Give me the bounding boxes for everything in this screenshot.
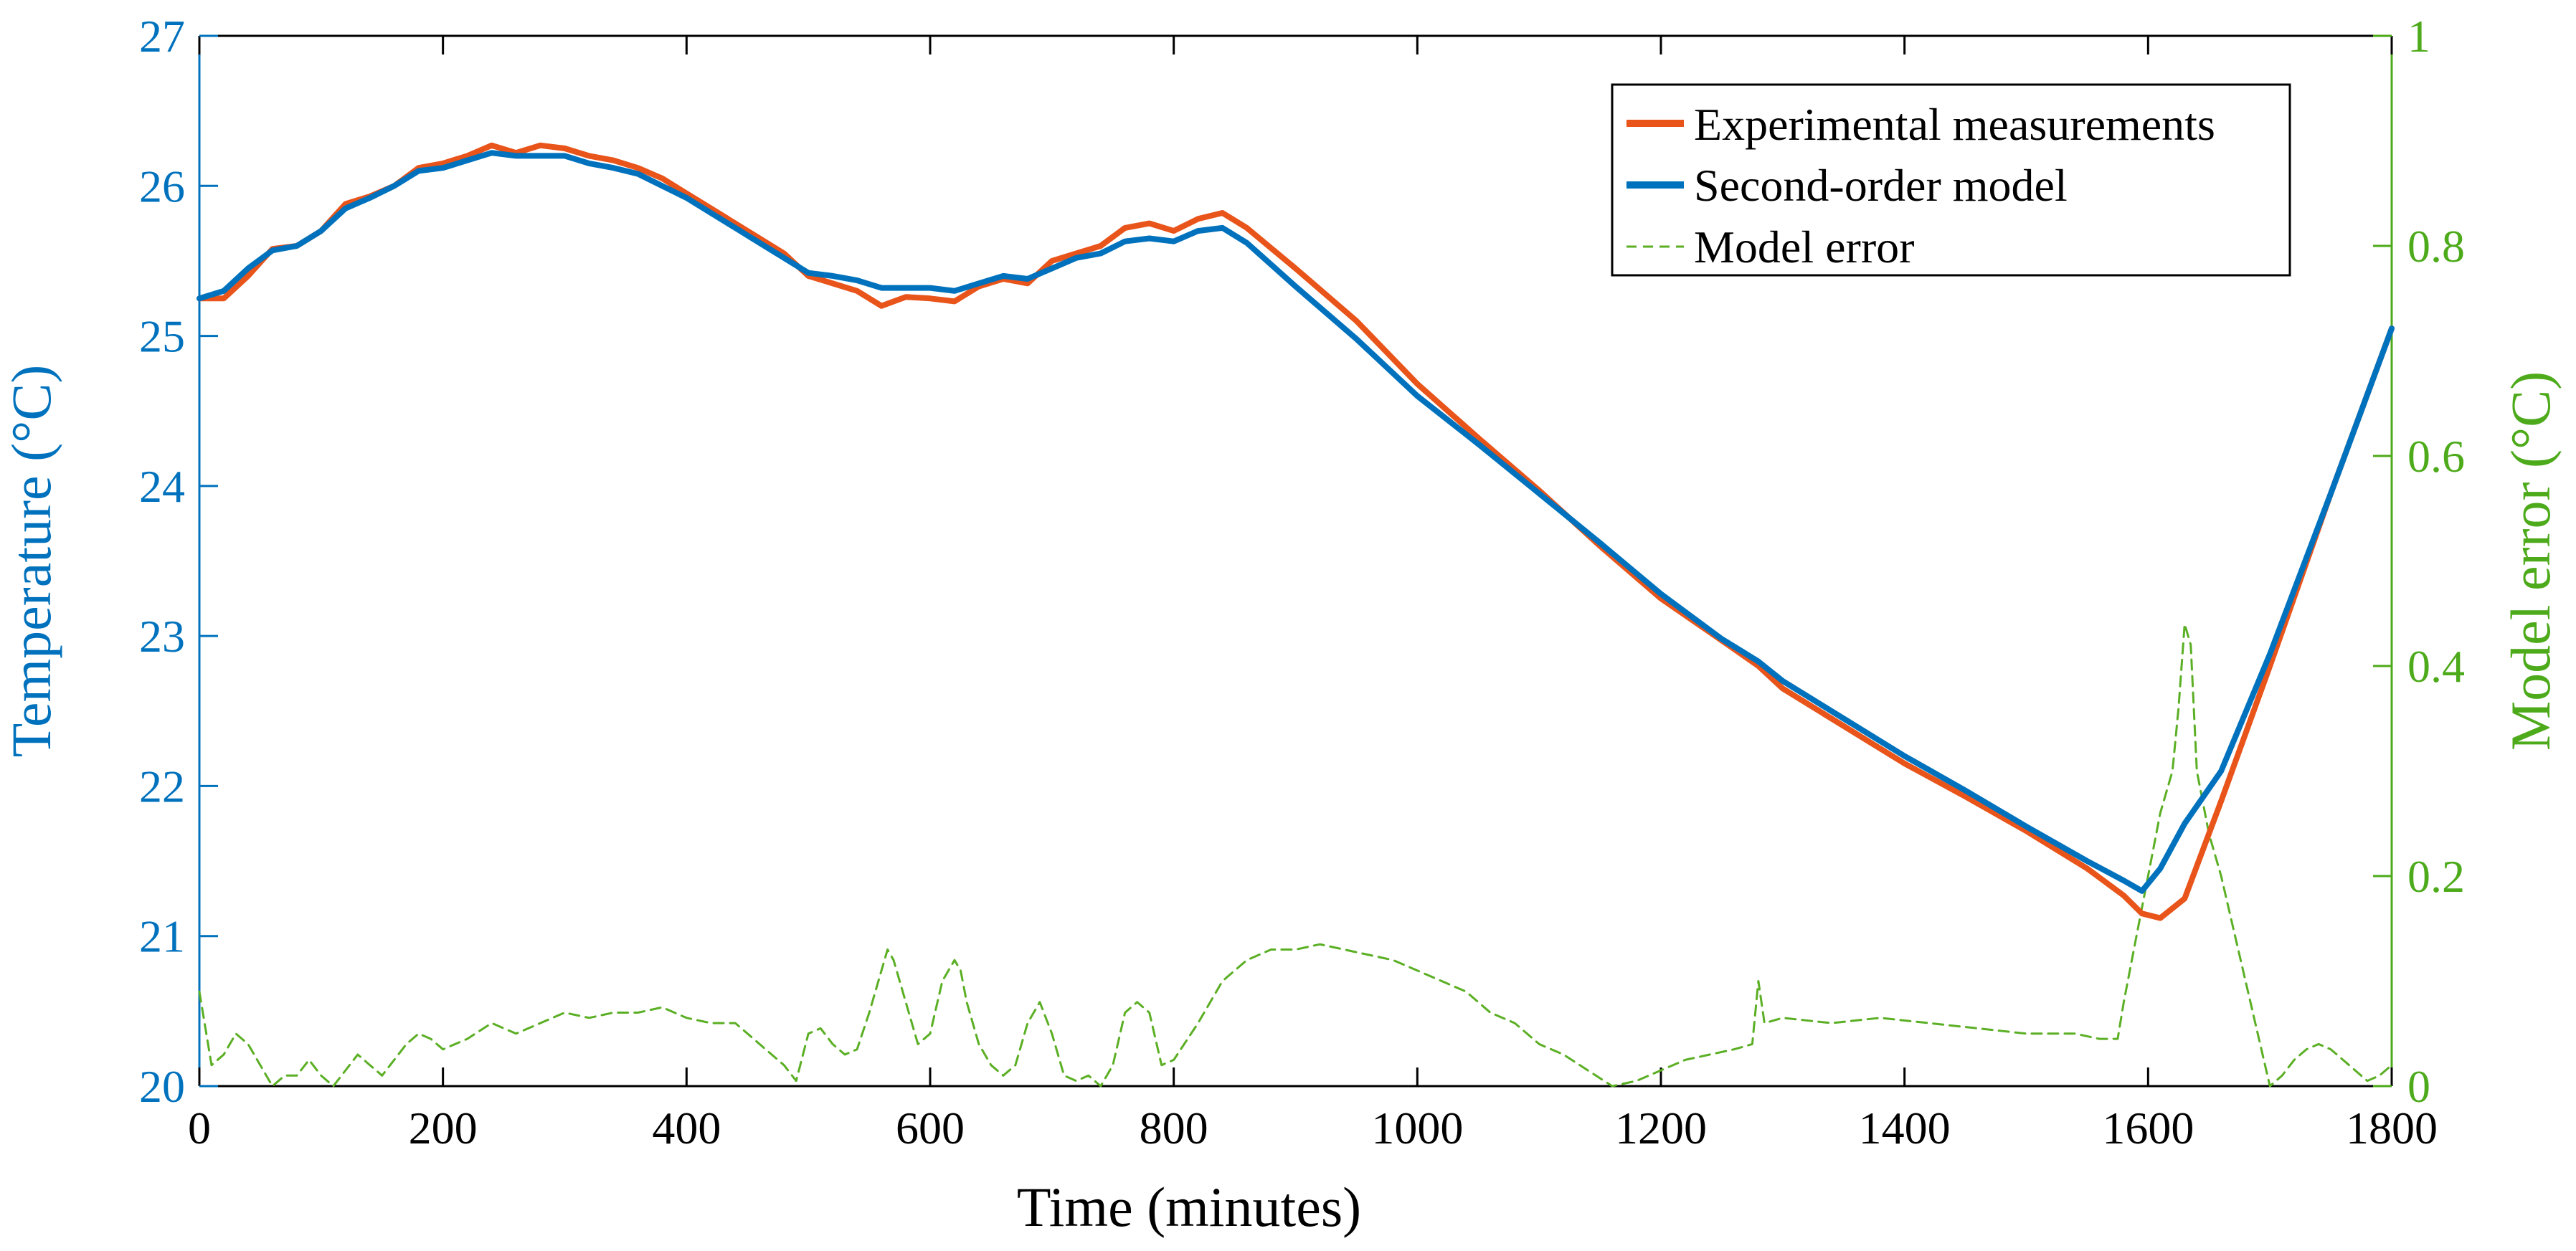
left-tick-label: 26 [139,161,185,211]
right-axis-label: Model error (°C) [2499,371,2562,751]
left-axis-ticks: 20 21 22 23 24 25 26 27 [139,11,218,1112]
x-tick-label: 600 [896,1103,965,1154]
right-tick-label: 0.8 [2407,221,2465,272]
legend-box [1611,83,2291,277]
x-tick-label: 400 [652,1103,721,1154]
right-tick-label: 0 [2407,1061,2430,1112]
x-tick-label: 1200 [1615,1103,1707,1154]
left-tick-label: 24 [139,461,185,512]
left-tick-label: 22 [139,761,185,812]
left-axis-label: Temperature (°C) [0,365,62,758]
x-tick-label: 0 [188,1103,211,1154]
right-tick-label: 0.6 [2407,431,2465,482]
series-error-line [198,622,2393,1088]
legend: Experimental measurements Second-order m… [1611,83,2291,277]
right-axis-ticks: 0 0.2 0.4 0.6 0.8 1 [2373,11,2465,1112]
legend-label-experimental: Experimental measurements [1694,99,2215,150]
right-tick-label: 0.2 [2407,851,2465,902]
x-tick-label: 1400 [1859,1103,1951,1154]
x-tick-label: 800 [1140,1103,1208,1154]
left-tick-label: 20 [139,1061,185,1112]
x-tick-label: 200 [409,1103,478,1154]
series-model-line [196,150,2395,894]
legend-label-error: Model error [1694,222,1914,272]
x-tick-label: 1800 [2346,1103,2438,1154]
x-axis-ticks: 0 200 400 600 800 1000 1200 1400 1600 1800 [188,36,2438,1154]
left-tick-label: 23 [139,611,185,662]
x-tick-label: 1000 [1371,1103,1463,1154]
x-axis-label: Time (minutes) [1017,1176,1361,1238]
right-tick-label: 0.4 [2407,641,2465,692]
legend-label-model: Second-order model [1694,160,2068,211]
x-tick-label: 1600 [2102,1103,2194,1154]
left-tick-label: 21 [139,911,185,962]
plot-frame [198,34,2393,1088]
left-tick-label: 27 [139,11,185,62]
right-tick-label: 1 [2407,11,2430,62]
series-layer [196,142,2395,1088]
left-tick-label: 25 [139,311,185,362]
